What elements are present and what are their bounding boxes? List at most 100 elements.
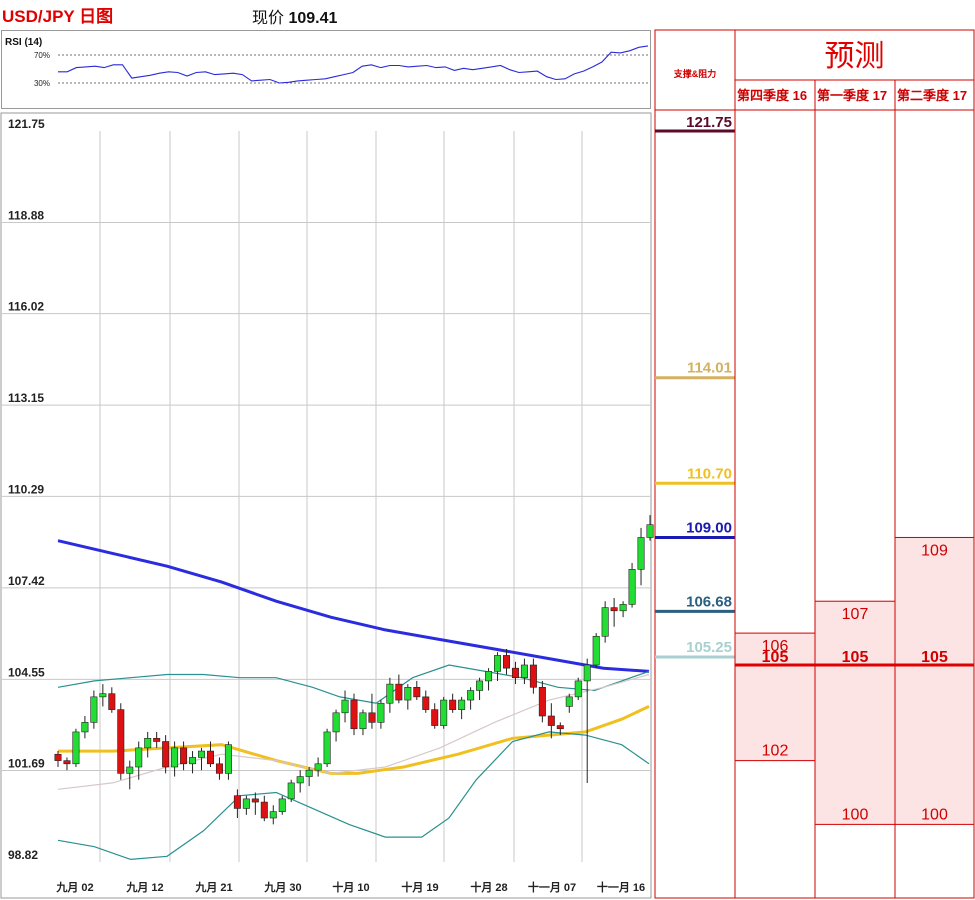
candle-up [592,635,600,666]
candle-down [153,738,161,742]
candle-up [637,537,645,570]
candle-down [422,696,430,710]
y-tick-label: 116.02 [8,300,44,314]
forecast-title: 预测 [825,40,885,73]
x-tick-label: 九月 02 [55,880,93,894]
candle-up [72,731,80,765]
forecast-range [814,600,896,825]
rsi-panel [1,30,651,109]
levels-panel-frame [654,29,736,899]
forecast-col-header: 第一季度 17 [817,88,887,103]
levels-panel: 支撑&阻力 121.75 114.01 110.70 109.00 106.68 105.2… [654,29,736,899]
level-label: 114.01 [687,360,732,377]
candle-down [502,655,510,669]
x-tick-label: 十月 10 [332,880,369,894]
candle-down [413,686,421,698]
x-tick-label: 十一月 16 [597,880,645,894]
candle-up [314,763,322,771]
candle-up [377,702,385,723]
candle-down [610,607,618,612]
candle-up [646,524,654,538]
forecast-mid: 105 [921,649,948,666]
current-price: 现价 109.41 [252,4,337,28]
x-tick-label: 十一月 07 [528,880,576,894]
forecast-low: 102 [762,743,789,760]
indicator-line-1 [58,705,650,775]
candle-up [404,686,412,701]
y-tick-label: 110.29 [8,482,44,496]
candle-up [198,750,206,758]
forecast-col-header: 第四季度 16 [737,88,807,103]
candle-down [117,709,125,774]
forecast-col-header: 第二季度 17 [897,88,967,103]
candle-up [341,699,349,714]
indicator-line-2 [57,664,650,704]
candle-up [359,712,367,730]
candle-up [144,738,152,749]
current-price-value: 109.41 [288,10,338,27]
y-tick-label: 104.55 [8,665,45,679]
candle-down [511,667,519,679]
rsi-level-label: 30% [34,79,50,88]
candle-up [242,798,250,809]
candle-up [189,757,197,765]
candle-down [556,725,564,730]
chart-title: USD/JPY 日图 [2,7,114,26]
candle-up [565,696,573,707]
candle-down [368,712,376,723]
candle-down [233,795,241,809]
level-label: 110.70 [687,465,732,482]
candle-up [574,680,582,698]
price-grid [0,112,652,899]
forecast-low: 100 [921,806,948,823]
candle-up [287,782,295,800]
indicator-line-4 [57,673,650,790]
candle-down [54,753,62,761]
level-label: 121.75 [686,114,732,131]
y-tick-label: 98.82 [8,848,38,862]
rsi-line [58,45,649,84]
candle-up [332,712,340,733]
candle-down [449,699,457,710]
levels-header: 支撑&阻力 [673,68,717,79]
candle-up [601,607,609,637]
candle-up [135,747,143,768]
indicator-line-3 [57,731,650,861]
rsi-layer: 70% 30% [34,45,649,88]
axis-labels: 121.75 118.88 116.02 113.15 110.29 107.42 104.… [8,117,645,894]
rsi-label: RSI (14) [5,37,43,48]
candle-up [520,664,528,679]
forecast-high: 109 [921,542,948,559]
candle-down [431,709,439,726]
candle-up [440,699,448,726]
candle-down [63,760,71,765]
forecast-high: 106 [762,638,789,655]
forecast-range [894,536,975,825]
y-tick-label: 107.42 [8,574,45,588]
candle-down [395,683,403,701]
candle-down [529,664,537,688]
forecast-mid: 105 [842,649,869,666]
indicator-lines [57,539,650,861]
candle-up [494,655,502,672]
candlesticks [54,515,654,825]
level-label: 105.25 [686,639,732,656]
rsi-level-label: 70% [34,51,50,60]
candle-up [171,747,179,768]
x-tick-label: 九月 30 [263,880,301,894]
current-price-label: 现价 [252,10,285,27]
candle-up [323,731,331,765]
candle-up [278,798,286,812]
candle-down [260,801,268,819]
candle-up [296,776,304,784]
candle-up [628,569,636,605]
candle-up [99,693,107,698]
candle-up [224,744,232,774]
x-tick-label: 十月 28 [470,880,507,894]
candle-down [350,699,358,730]
candle-up [305,769,313,777]
x-tick-label: 九月 21 [194,880,232,894]
candle-up [269,811,277,819]
